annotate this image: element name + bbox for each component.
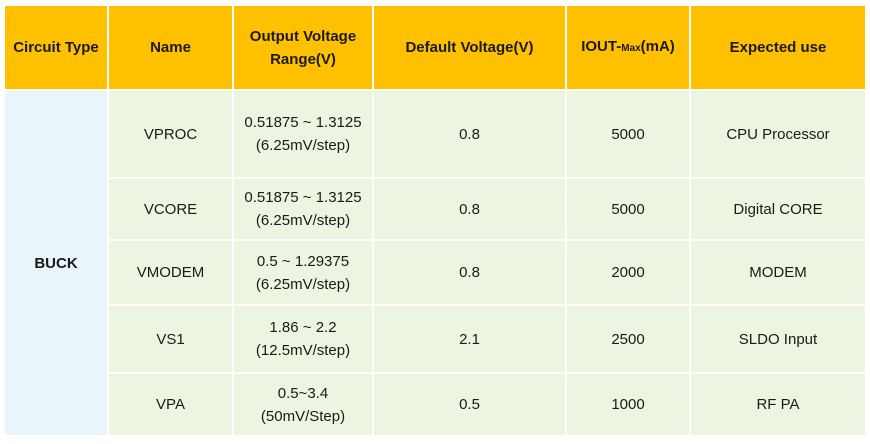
range-line: 1.86 ~ 2.2 (269, 319, 337, 336)
range-line: 0.51875 ~ 1.3125 (244, 114, 362, 131)
default-voltage-cell: 0.8 (372, 239, 567, 306)
default-voltage-cell: 2.1 (372, 304, 567, 374)
row: VMODEM 0.5 ~ 1.29375 (6.25mV/step) 0.8 2000 M… (4, 239, 867, 306)
header-text: Output Voltage (249, 27, 357, 45)
range-cell: 1.86 ~ 2.2 (12.5mV/step) (232, 304, 374, 374)
header-cell: Expected use (689, 4, 867, 91)
header-row: Circuit Type Name Output Voltage Range(V)… (3, 4, 867, 91)
circuit-type-cell: BUCK (3, 89, 109, 437)
default-voltage-cell: 0.5 (372, 372, 567, 437)
range-line: (6.25mV/step) (255, 275, 351, 293)
header-text: Range(V) (270, 50, 336, 68)
range-line: (6.25mV/step) (255, 212, 351, 229)
row: VCORE 0.51875 ~ 1.3125 (6.25mV/step) 0.8 500… (4, 177, 867, 241)
range-line: 0.5~3.4 (277, 384, 329, 402)
header-cell: Output Voltage Range(V) (232, 4, 374, 91)
table: Circuit Type Name Output Voltage Range(V)… (3, 4, 867, 437)
table-body: BUCK VPROC 0.51875 ~ 1.3125 (6.25mV/step) 0.… (3, 89, 867, 437)
range-line: 0.5 ~ 1.29375 (256, 252, 350, 270)
header-cell: IOUT-Max(mA) (565, 4, 691, 91)
default-voltage-cell: 0.8 (372, 89, 567, 179)
header-text: IOUT- (581, 38, 622, 55)
name-cell: VPA (107, 372, 234, 437)
range-line: (50mV/Step) (260, 407, 346, 425)
expected-use-cell: SLDO Input (689, 304, 867, 374)
row: VPA 0.5~3.4 (50mV/Step) 0.5 1000 RF PA (4, 372, 867, 437)
header-subscript: Max (621, 43, 641, 54)
header-cell: Circuit Type (3, 4, 109, 91)
expected-use-cell: Digital CORE (689, 177, 867, 241)
expected-use-cell: MODEM (689, 239, 867, 306)
row: VS1 1.86 ~ 2.2 (12.5mV/step) 2.1 2500 SLDO In… (4, 304, 867, 374)
range-cell: 0.5 ~ 1.29375 (6.25mV/step) (232, 239, 374, 306)
iout-cell: 5000 (565, 177, 691, 241)
range-cell: 0.5~3.4 (50mV/Step) (232, 372, 374, 437)
iout-cell: 2500 (565, 304, 691, 374)
range-line: (6.25mV/step) (255, 137, 351, 154)
header-cell: Name (107, 4, 234, 91)
name-cell: VCORE (107, 177, 234, 241)
iout-cell: 2000 (565, 239, 691, 306)
expected-use-cell: CPU Processor (689, 89, 867, 179)
row: BUCK VPROC 0.51875 ~ 1.3125 (6.25mV/step) 0.… (3, 89, 867, 437)
header-cell: Default Voltage(V) (372, 4, 567, 91)
default-voltage-cell: 0.8 (372, 177, 567, 241)
name-cell: VPROC (107, 89, 234, 179)
name-cell: VMODEM (107, 239, 234, 306)
range-line: 0.51875 ~ 1.3125 (244, 189, 362, 206)
expected-use-cell: RF PA (689, 372, 867, 437)
range-cell: 0.51875 ~ 1.3125 (6.25mV/step) (232, 89, 374, 179)
range-cell: 0.51875 ~ 1.3125 (6.25mV/step) (232, 177, 374, 241)
header-text: (mA) (640, 38, 675, 55)
name-cell: VS1 (107, 304, 234, 374)
iout-cell: 1000 (565, 372, 691, 437)
range-line: (12.5mV/step) (255, 342, 351, 359)
iout-cell: 5000 (565, 89, 691, 179)
